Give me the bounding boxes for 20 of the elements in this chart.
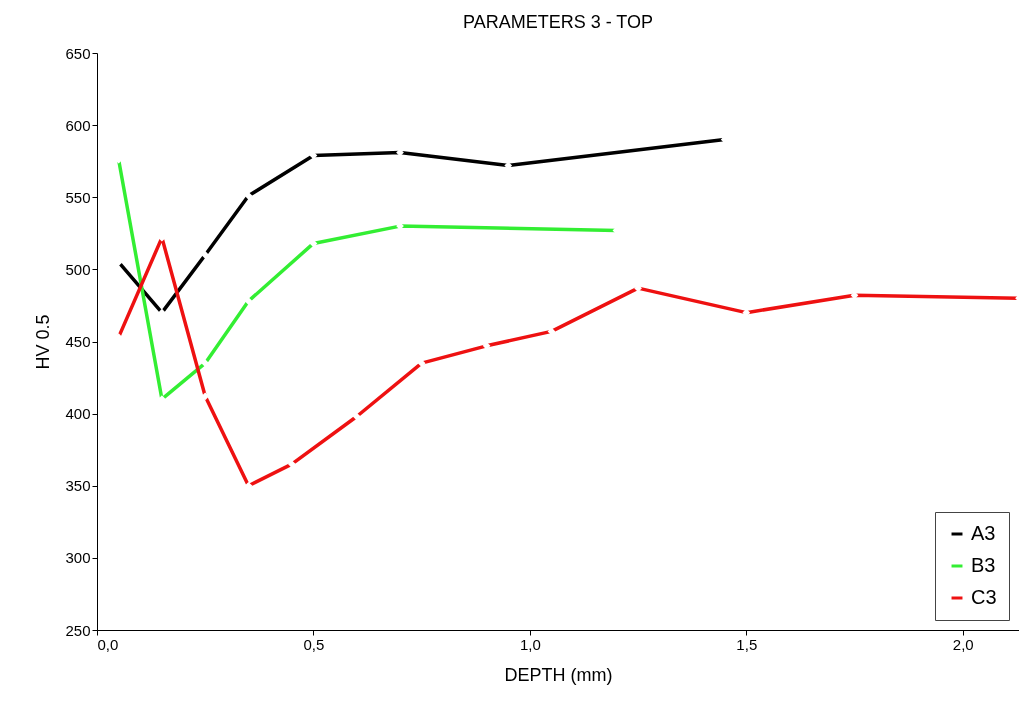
y-tick-label: 650 bbox=[65, 44, 91, 62]
y-tick-label: 450 bbox=[65, 333, 91, 350]
y-tick-label: 350 bbox=[65, 477, 91, 495]
y-tick-label: 550 bbox=[65, 188, 91, 206]
y-tick-label: 250 bbox=[65, 621, 91, 639]
y-tick-label: 400 bbox=[65, 405, 91, 423]
legend-label: C3 bbox=[971, 586, 997, 608]
chart-title: PARAMETERS 3 - TOP bbox=[462, 12, 654, 32]
x-axis-title: DEPTH (mm) bbox=[504, 664, 613, 685]
y-tick-label: 500 bbox=[65, 260, 91, 278]
x-tick-label: 0,0 bbox=[97, 635, 119, 653]
y-axis-title: HV 0.5 bbox=[33, 314, 54, 370]
legend-label: B3 bbox=[971, 554, 996, 576]
y-tick-label: 600 bbox=[65, 116, 91, 134]
x-tick-label: 2,0 bbox=[952, 635, 974, 653]
legend-label: A3 bbox=[971, 522, 996, 544]
x-tick-label: 1,0 bbox=[519, 635, 541, 653]
y-tick-label: 300 bbox=[65, 549, 91, 567]
x-tick-label: 1,5 bbox=[736, 635, 758, 653]
x-tick-label: 0,5 bbox=[303, 635, 325, 653]
